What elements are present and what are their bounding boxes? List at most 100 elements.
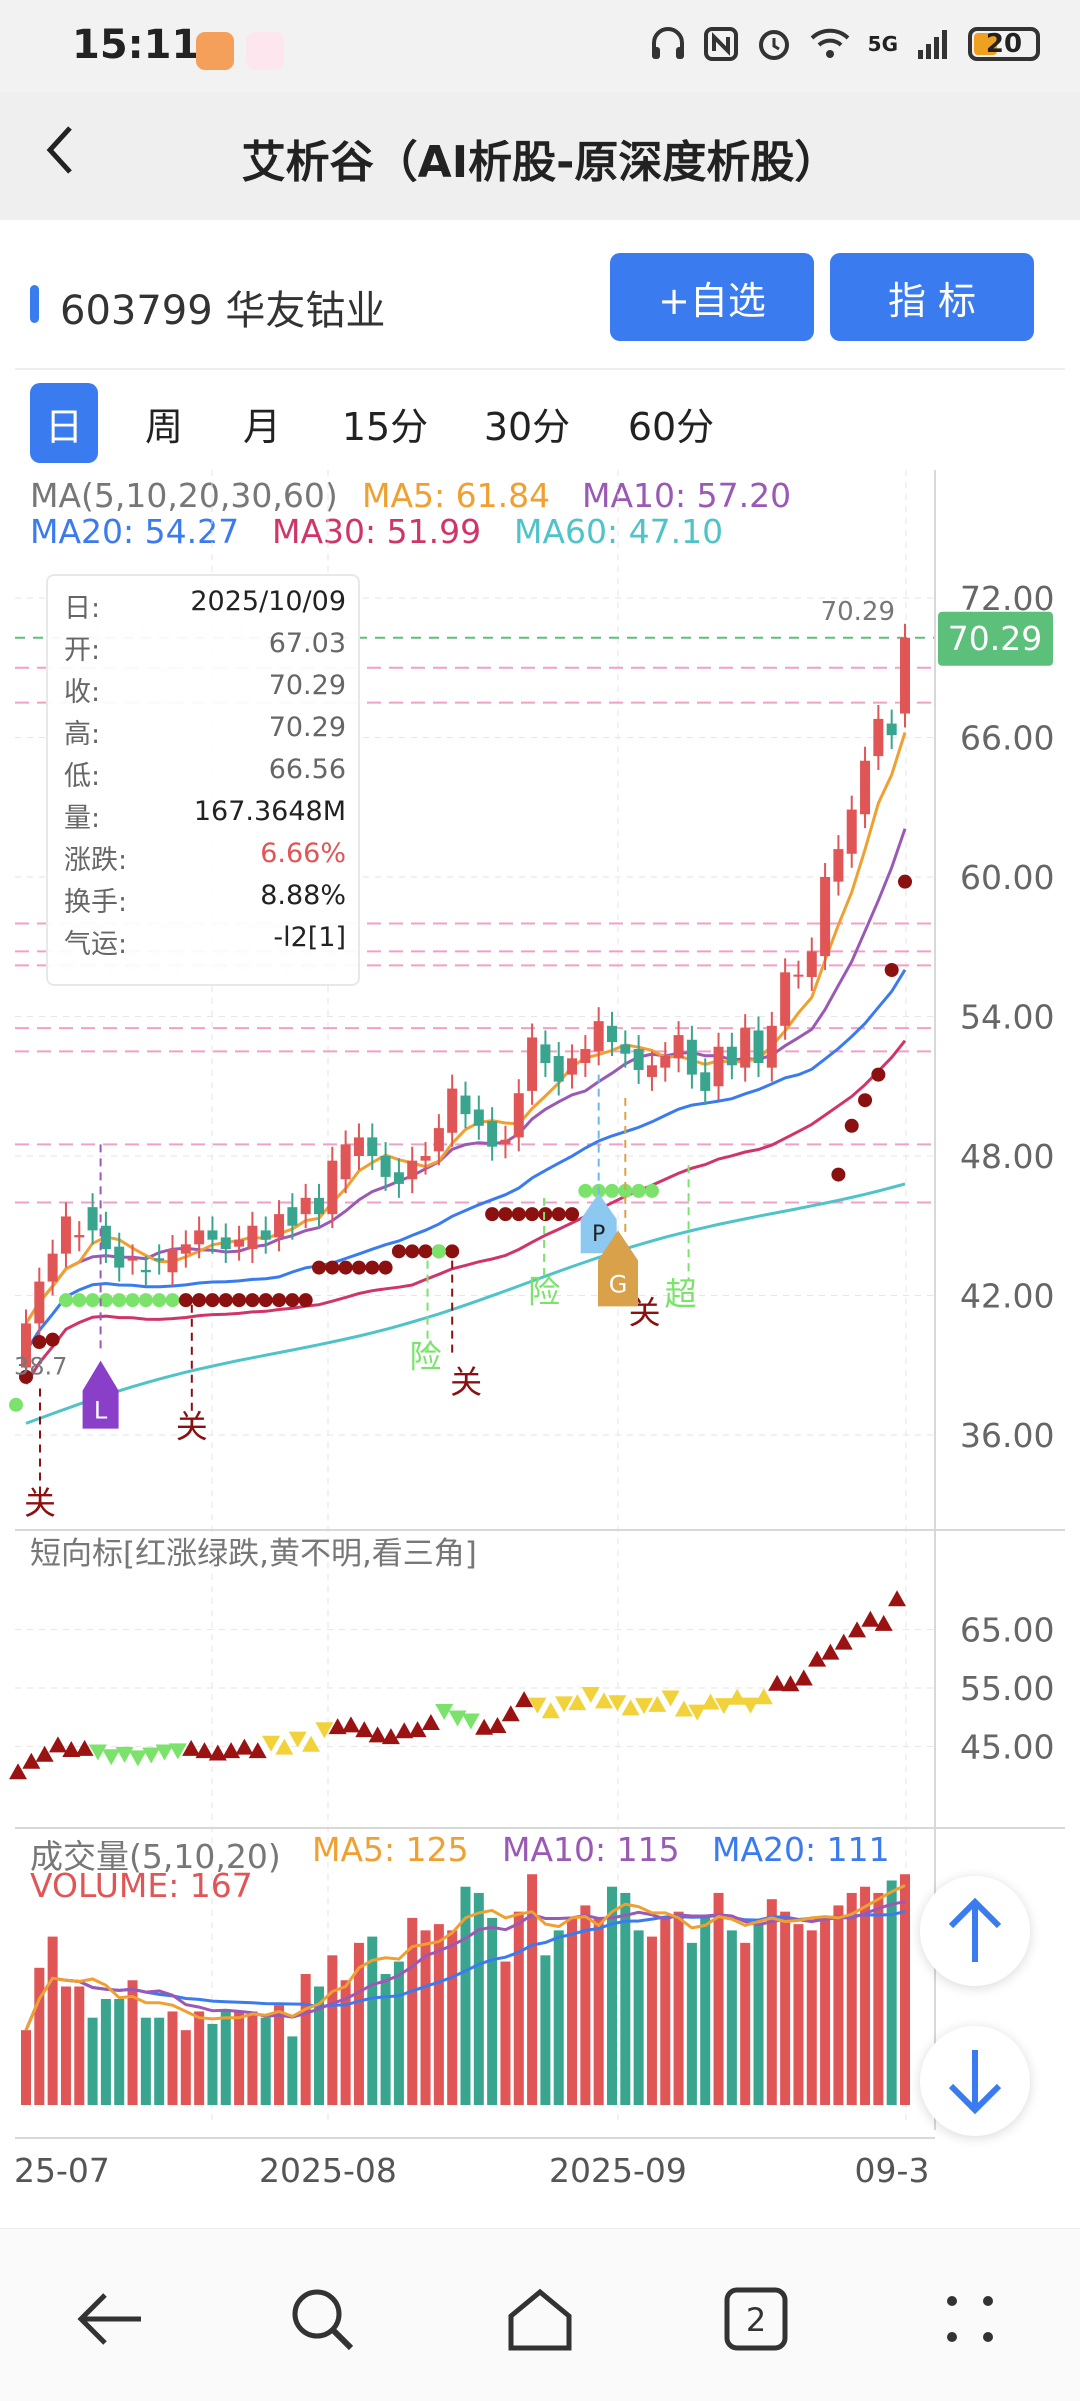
nav-search-button[interactable] [282,2279,362,2359]
volume-bar [167,2011,178,2105]
volume-bar [340,1980,351,2105]
home-icon [508,2288,572,2351]
signal-guan: 关 [450,1363,482,1401]
short-triangle [768,1674,787,1691]
signal-xian: 险 [528,1272,560,1310]
volume-legend: VOLUME: 167 [30,1866,253,1905]
scroll-up-button[interactable] [920,1876,1030,1986]
ma20-legend: MA20: 54.27 [30,512,240,551]
tab-30min[interactable]: 30分 [483,404,571,449]
candle-body [247,1225,258,1249]
signal-dot [72,1293,87,1308]
candle-body [766,1025,777,1068]
volume-bar [633,1930,644,2105]
short-triangle [528,1697,547,1714]
volume-bar [713,1892,724,2105]
nav-menu-button[interactable] [930,2279,1010,2359]
tooltip-open-key: 开: [64,635,101,666]
candle-body [420,1156,431,1161]
signal-dot [32,1335,47,1349]
short-triangle [701,1693,720,1710]
signal-l-label: L [94,1397,108,1425]
signal-guan: 关 [24,1484,56,1522]
candle-body [154,1258,165,1261]
volume-bar [766,1899,777,2105]
volume-bar [21,2030,31,2105]
signal-dot [511,1207,526,1222]
volume-bar [487,1917,498,2105]
candle-body [234,1239,245,1247]
back-button[interactable] [40,120,80,190]
add-watchlist-button[interactable]: +自选 [610,253,814,341]
nav-tabs-button[interactable]: 2 [716,2279,796,2359]
signal-dot [418,1244,433,1259]
candle-body [300,1197,311,1215]
volume-bar [686,1942,697,2105]
tab-15min[interactable]: 15分 [341,404,429,449]
volume-bar [433,1924,444,2105]
nav-home-button[interactable] [500,2279,580,2359]
last-price-label: 70.29 [948,619,1042,658]
volume-bar [420,1930,431,2105]
signal-g-marker [598,1230,638,1307]
candle-body [447,1088,458,1133]
short-panel-title: 短向标[红涨绿跌,黄不明,看三角] [30,1536,477,1572]
volume-bar [314,1986,324,2105]
volume-bar [353,1942,364,2105]
candle-body [806,951,817,977]
short-triangle [35,1745,54,1762]
indicator-button[interactable]: 指 标 [830,253,1034,341]
candle-body [793,974,804,977]
short-triangle [355,1721,374,1738]
tab-day[interactable]: 日 [30,383,98,463]
volume-bar [393,1961,404,2105]
signal-dot [365,1260,380,1275]
arrow-up-icon [948,1897,1002,1962]
short-triangle [834,1633,853,1650]
candle-body [60,1216,71,1254]
volume-bar [886,1880,897,2105]
candle-body [740,1028,751,1068]
candle-body [686,1039,697,1075]
volume-bar [300,1974,311,2105]
volume-bar [660,1917,671,2105]
candle-body [673,1035,684,1059]
battery-icon: 20 [968,27,1040,61]
x-axis-label: 09-3 [855,2151,930,2190]
signal-dot [351,1260,366,1275]
short-triangle [648,1695,667,1712]
volume-bar [154,2017,165,2105]
signal-dot [245,1293,260,1308]
candle-body [567,1058,578,1075]
volume-bar [567,1917,578,2105]
volume-bar [806,1930,817,2105]
short-triangle [235,1738,254,1755]
signal-dot [258,1293,273,1308]
tab-60min[interactable]: 60分 [627,404,715,449]
candle-body [500,1139,511,1145]
volume-bar [553,1930,564,2105]
candle-body [646,1065,657,1077]
volume-bar [513,1911,524,2105]
tab-month[interactable]: 月 [242,404,281,449]
volume-bar [607,1886,617,2105]
nav-back-button[interactable] [70,2279,150,2359]
short-triangle [861,1610,880,1627]
tab-week[interactable]: 周 [144,404,183,449]
volume-bar [60,1986,71,2105]
signal-dot [312,1260,326,1275]
short-triangle [781,1675,800,1692]
scroll-down-button[interactable] [920,2026,1030,2136]
short-triangle [102,1749,121,1766]
candle-body [100,1225,111,1249]
candle-body [287,1207,298,1226]
x-axis-label: 25-07 [14,2151,110,2190]
signal-dot [205,1293,220,1308]
signal-dot [272,1293,287,1308]
candle-body [513,1093,524,1138]
signal-dot [898,874,912,889]
short-triangle [182,1739,201,1756]
volume-bar [114,1998,125,2105]
signal-dot [19,1369,33,1384]
